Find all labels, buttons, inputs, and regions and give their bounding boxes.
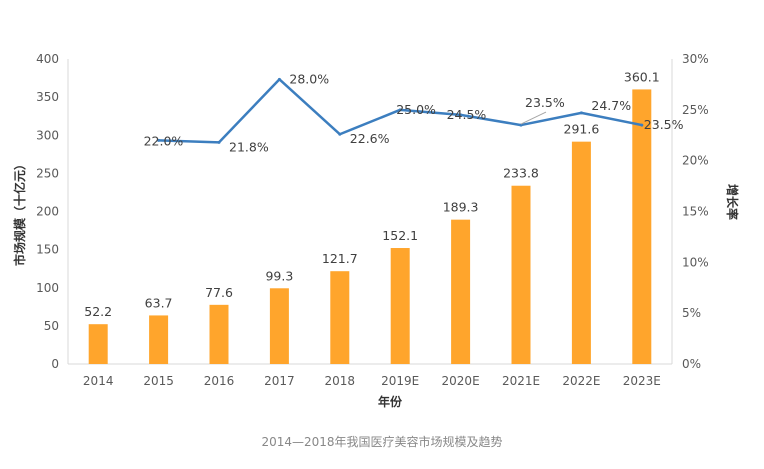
growth-line	[157, 77, 644, 144]
growth-value-label: 24.5%	[447, 107, 487, 122]
growth-value-label: 22.0%	[144, 133, 184, 148]
y-tick-label: 200	[36, 205, 59, 219]
growth-point	[579, 111, 583, 115]
x-tick-label: 2019E	[381, 374, 419, 388]
growth-value-label: 24.7%	[591, 98, 631, 113]
bar-value-label: 52.2	[84, 304, 112, 319]
y2-tick-label: 30%	[682, 52, 709, 66]
bar-value-label: 152.1	[382, 228, 418, 243]
y2-tick-label: 10%	[682, 255, 709, 269]
bar	[632, 89, 652, 364]
growth-value-label: 21.8%	[229, 139, 269, 154]
bar	[511, 185, 531, 364]
y-tick-label: 350	[36, 90, 59, 104]
bar	[330, 271, 350, 364]
growth-value-label: 23.5%	[644, 117, 684, 132]
y2-tick-label: 20%	[682, 154, 709, 168]
x-tick-label: 2017	[264, 374, 295, 388]
y-axis-title: 市场规模（十亿元）	[12, 158, 27, 266]
x-tick-label: 2023E	[623, 374, 661, 388]
bar-value-label: 121.7	[322, 251, 358, 266]
bar-value-label: 99.3	[265, 268, 293, 283]
y-tick-label: 250	[36, 166, 59, 180]
x-tick-label: 2015	[143, 374, 174, 388]
bar	[571, 141, 591, 364]
growth-point	[640, 123, 644, 127]
bar	[88, 324, 108, 364]
y2-tick-label: 0%	[682, 357, 701, 371]
bar-value-label: 233.8	[503, 166, 539, 181]
bar	[451, 219, 471, 364]
chart: 0 50 100 150 200 250 300 350 400 0% 5% 10% 15% 20% 25%…	[12, 52, 740, 409]
bars	[88, 89, 652, 364]
growth-value-label: 25.0%	[396, 102, 436, 117]
bar	[269, 288, 289, 364]
y-tick-label: 50	[44, 319, 59, 333]
x-tick-label: 2014	[83, 374, 114, 388]
x-tick-label: 2016	[204, 374, 235, 388]
x-axis-title: 年份	[378, 394, 403, 409]
bar	[390, 248, 410, 364]
bar-value-label: 77.6	[205, 285, 233, 300]
bar-value-label: 189.3	[443, 200, 479, 215]
y2-axis-title: 增长率	[725, 184, 740, 220]
x-tick-label: 2020E	[442, 374, 480, 388]
x-tick-label: 2018	[325, 374, 356, 388]
y-tick-label: 300	[36, 128, 59, 142]
y2-tick-label: 15%	[682, 205, 709, 219]
x-tick-label: 2022E	[562, 374, 600, 388]
growth-point	[157, 138, 161, 142]
bar-value-label: 291.6	[564, 122, 600, 137]
growth-point	[459, 113, 463, 117]
y2-tick-label: 25%	[682, 103, 709, 117]
growth-value-label: 22.6%	[350, 131, 390, 146]
x-tick-label: 2021E	[502, 374, 540, 388]
growth-point	[519, 123, 523, 127]
growth-value-label: 28.0%	[289, 71, 329, 86]
bar-value-label: 360.1	[624, 69, 660, 84]
y-tick-label: 100	[36, 281, 59, 295]
bar	[149, 315, 169, 364]
y-tick-label: 0	[51, 357, 59, 371]
y-tick-label: 150	[36, 243, 59, 257]
bar	[209, 304, 229, 364]
label-leader-line	[520, 111, 547, 125]
growth-point	[338, 132, 342, 136]
growth-point	[217, 140, 221, 144]
data-labels: 52.2 63.7 77.6 99.3 121.7 152.1 189.3 233.8 291.…	[84, 69, 683, 319]
y2-tick-label: 5%	[682, 306, 701, 320]
growth-point	[277, 77, 281, 81]
bar-value-label: 63.7	[145, 295, 173, 310]
axes: 0 50 100 150 200 250 300 350 400 0% 5% 10% 15% 20% 25%…	[36, 52, 709, 388]
chart-caption: 2014—2018年我国医疗美容市场规模及趋势	[261, 435, 503, 449]
growth-value-label: 23.5%	[525, 95, 565, 110]
y-tick-label: 400	[36, 52, 59, 66]
growth-point	[398, 108, 402, 112]
